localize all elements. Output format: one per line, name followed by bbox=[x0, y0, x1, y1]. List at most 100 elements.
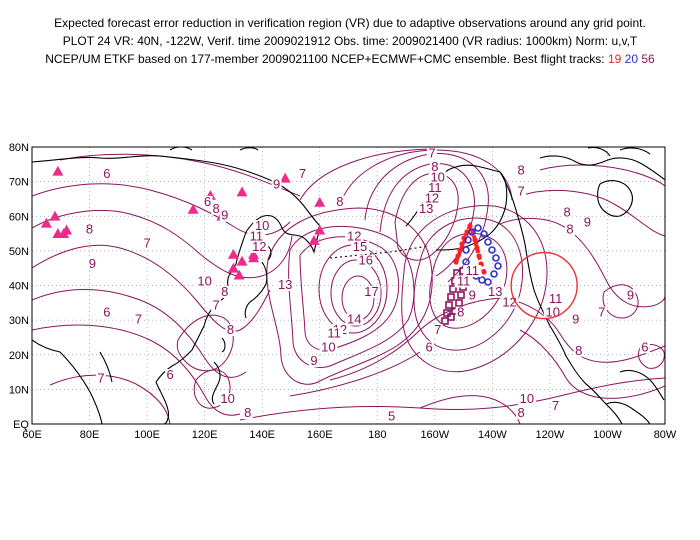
contour-label: 8 bbox=[518, 405, 525, 420]
contour-west-12 bbox=[59, 153, 301, 197]
contour-label: 10 bbox=[430, 170, 444, 185]
contour-label: 13 bbox=[419, 201, 433, 216]
contour-label: 10 bbox=[321, 339, 335, 354]
observation-site-marker bbox=[58, 228, 70, 238]
contour-label: 7 bbox=[598, 305, 605, 320]
contour-label: 8 bbox=[244, 405, 251, 420]
observation-site-marker bbox=[248, 252, 260, 263]
contour-label-bg bbox=[345, 313, 364, 326]
contour-label-bg bbox=[195, 275, 214, 288]
contour-label-bg bbox=[351, 240, 370, 253]
contour-east-11 bbox=[413, 217, 524, 351]
contour-label-bg bbox=[455, 306, 466, 319]
contour-na-7 bbox=[519, 329, 665, 399]
lon-label: 100W bbox=[593, 429, 622, 441]
contour-label-bg bbox=[101, 168, 112, 181]
track-56-point bbox=[455, 299, 463, 307]
contour-label: 8 bbox=[457, 305, 464, 320]
contour-na-8b bbox=[519, 189, 665, 237]
contour-label: 6 bbox=[204, 194, 211, 209]
track-19-point bbox=[476, 253, 482, 259]
contour-label: 13 bbox=[488, 284, 502, 299]
observation-site-marker bbox=[40, 217, 52, 228]
observation-site-marker bbox=[314, 196, 326, 207]
contour-label: 11 bbox=[250, 228, 264, 243]
contour-label-bg bbox=[463, 265, 482, 278]
observation-site-marker bbox=[314, 224, 326, 235]
track-19-point bbox=[472, 237, 478, 243]
contour-label-bg bbox=[247, 230, 266, 243]
contour-label: 11 bbox=[465, 263, 479, 278]
track-19-point bbox=[467, 223, 473, 229]
contour-label-bg bbox=[87, 258, 98, 271]
track-56-point bbox=[447, 313, 455, 321]
contour-label: 6 bbox=[166, 367, 173, 382]
coast-indochina bbox=[155, 381, 170, 424]
contour-label-bg bbox=[429, 161, 440, 174]
contour-label-bg bbox=[325, 327, 344, 340]
title-line-3: NCEP/UM ETKF based on 177-member 2009021… bbox=[0, 52, 700, 67]
contour-label: 7 bbox=[97, 370, 104, 385]
contour-south-7 bbox=[289, 351, 421, 397]
coast-arabia bbox=[32, 339, 61, 353]
contour-label: 8 bbox=[431, 159, 438, 174]
contour-label: 9 bbox=[310, 353, 317, 368]
contour-label: 8 bbox=[213, 201, 220, 216]
contour-label: 8 bbox=[518, 163, 525, 178]
contour-label: 7 bbox=[428, 145, 435, 160]
lon-label: 120E bbox=[192, 429, 218, 441]
track-id-20: 20 bbox=[624, 52, 639, 66]
contour-label: 8 bbox=[336, 194, 343, 209]
track-20-point bbox=[480, 230, 488, 238]
contour-label-bg bbox=[424, 341, 435, 354]
lat-label: 40N bbox=[9, 281, 29, 293]
contour-label-bg bbox=[219, 209, 230, 222]
contour-label-bg bbox=[225, 323, 236, 336]
observation-site-marker bbox=[233, 269, 245, 280]
contour-label: 9 bbox=[221, 208, 228, 223]
contour-label: 9 bbox=[584, 215, 591, 230]
contour-label: 7 bbox=[143, 235, 150, 250]
contour-label-bg bbox=[271, 178, 282, 191]
contour-label-bg bbox=[625, 289, 636, 302]
observation-sites bbox=[40, 165, 326, 280]
contour-label-bg bbox=[562, 206, 573, 219]
coast-kamchatka bbox=[245, 214, 321, 254]
contour-labels: 6698978781011121387898791011121215161714… bbox=[84, 145, 650, 424]
contour-label-bg bbox=[202, 195, 213, 208]
contour-label: 9 bbox=[89, 256, 96, 271]
contour-label: 10 bbox=[520, 391, 534, 406]
coast-aleutians bbox=[329, 245, 429, 259]
contour-label-bg bbox=[165, 368, 176, 381]
lat-label: 30N bbox=[9, 315, 29, 327]
track-20-point bbox=[478, 276, 486, 284]
contour-label: 7 bbox=[434, 322, 441, 337]
contour-label-bg bbox=[428, 171, 447, 184]
contour-label: 9 bbox=[469, 287, 476, 302]
contour-label: 11 bbox=[549, 291, 563, 306]
contour-label: 8 bbox=[227, 322, 234, 337]
contour-label: 8 bbox=[221, 284, 228, 299]
coast-central-america bbox=[605, 369, 665, 424]
track-19-point bbox=[464, 229, 470, 235]
title-line-3-text: NCEP/UM ETKF based on 177-member 2009021… bbox=[45, 52, 605, 66]
contour-label: 17 bbox=[364, 284, 378, 299]
coast-arctic-canada bbox=[539, 155, 665, 181]
contour-label-bg bbox=[308, 355, 319, 368]
observation-site-marker bbox=[308, 234, 320, 245]
contour-atl-9 bbox=[602, 284, 639, 319]
contour-south-10 bbox=[419, 395, 521, 424]
track-56-point bbox=[443, 309, 451, 317]
contour-label: 6 bbox=[425, 339, 432, 354]
contour-south-6 bbox=[329, 297, 501, 381]
contour-label: 12 bbox=[347, 228, 361, 243]
contour-label-bg bbox=[242, 407, 253, 420]
contour-label-bg bbox=[517, 393, 536, 406]
contour-label-bg bbox=[345, 230, 364, 243]
contour-label-bg bbox=[142, 237, 153, 250]
contour-na-9 bbox=[499, 217, 665, 308]
contour-label-bg bbox=[546, 292, 565, 305]
contour-west-8 bbox=[32, 288, 247, 378]
lon-label: 60E bbox=[22, 429, 42, 441]
contour-label-bg bbox=[417, 202, 436, 215]
